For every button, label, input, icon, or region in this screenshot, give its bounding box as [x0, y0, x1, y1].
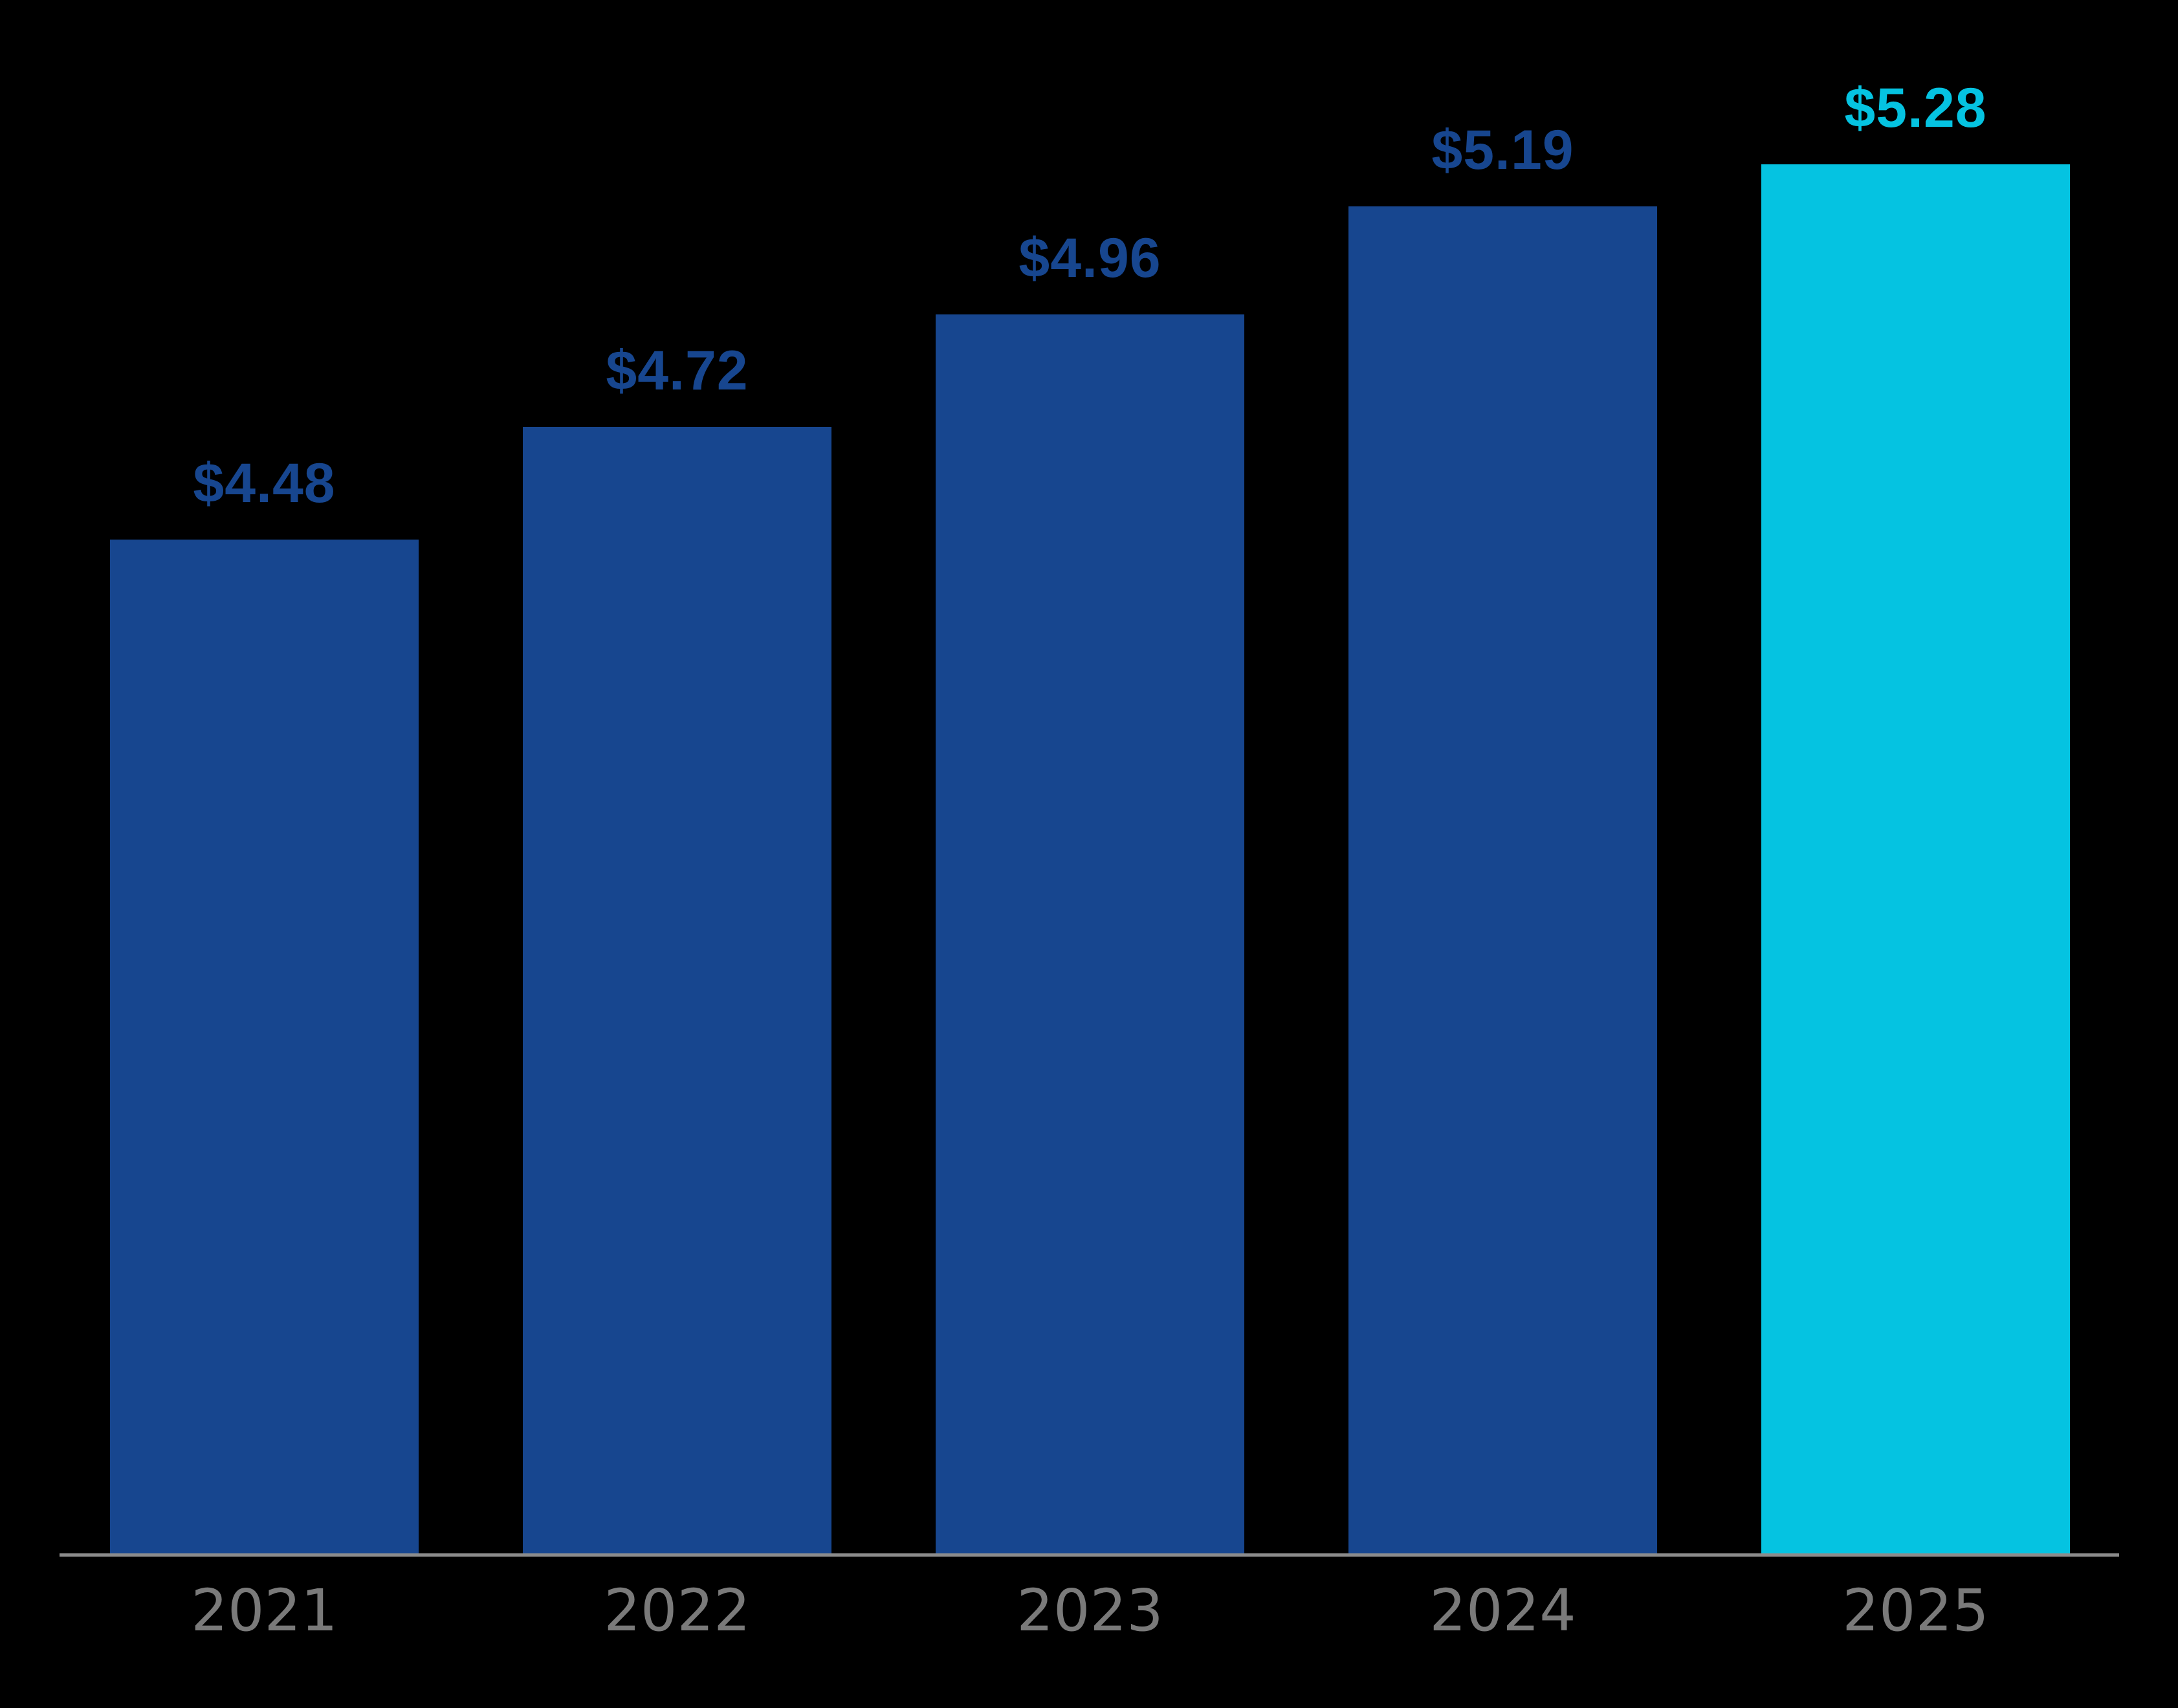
bar-2021: [110, 540, 419, 1553]
bar-value-label-2021: $4.48: [193, 452, 336, 514]
bar-value-label-2025: $5.28: [1844, 77, 1987, 139]
bar-2024: [1348, 206, 1657, 1553]
x-tick-label-2023: 2023: [1017, 1577, 1163, 1644]
bar-2023: [936, 314, 1244, 1553]
bar-value-label-2024: $5.19: [1431, 119, 1574, 181]
bar-value-label-2022: $4.72: [606, 340, 749, 402]
bar-value-label-2023: $4.96: [1018, 227, 1161, 289]
x-tick-label-2025: 2025: [1842, 1577, 1989, 1644]
x-axis-line: [60, 1553, 2119, 1557]
x-tick-label-2021: 2021: [191, 1577, 338, 1644]
bar-2022: [523, 427, 831, 1553]
x-tick-label-2024: 2024: [1429, 1577, 1576, 1644]
x-tick-label-2022: 2022: [604, 1577, 751, 1644]
bar-2025: [1761, 164, 2070, 1553]
